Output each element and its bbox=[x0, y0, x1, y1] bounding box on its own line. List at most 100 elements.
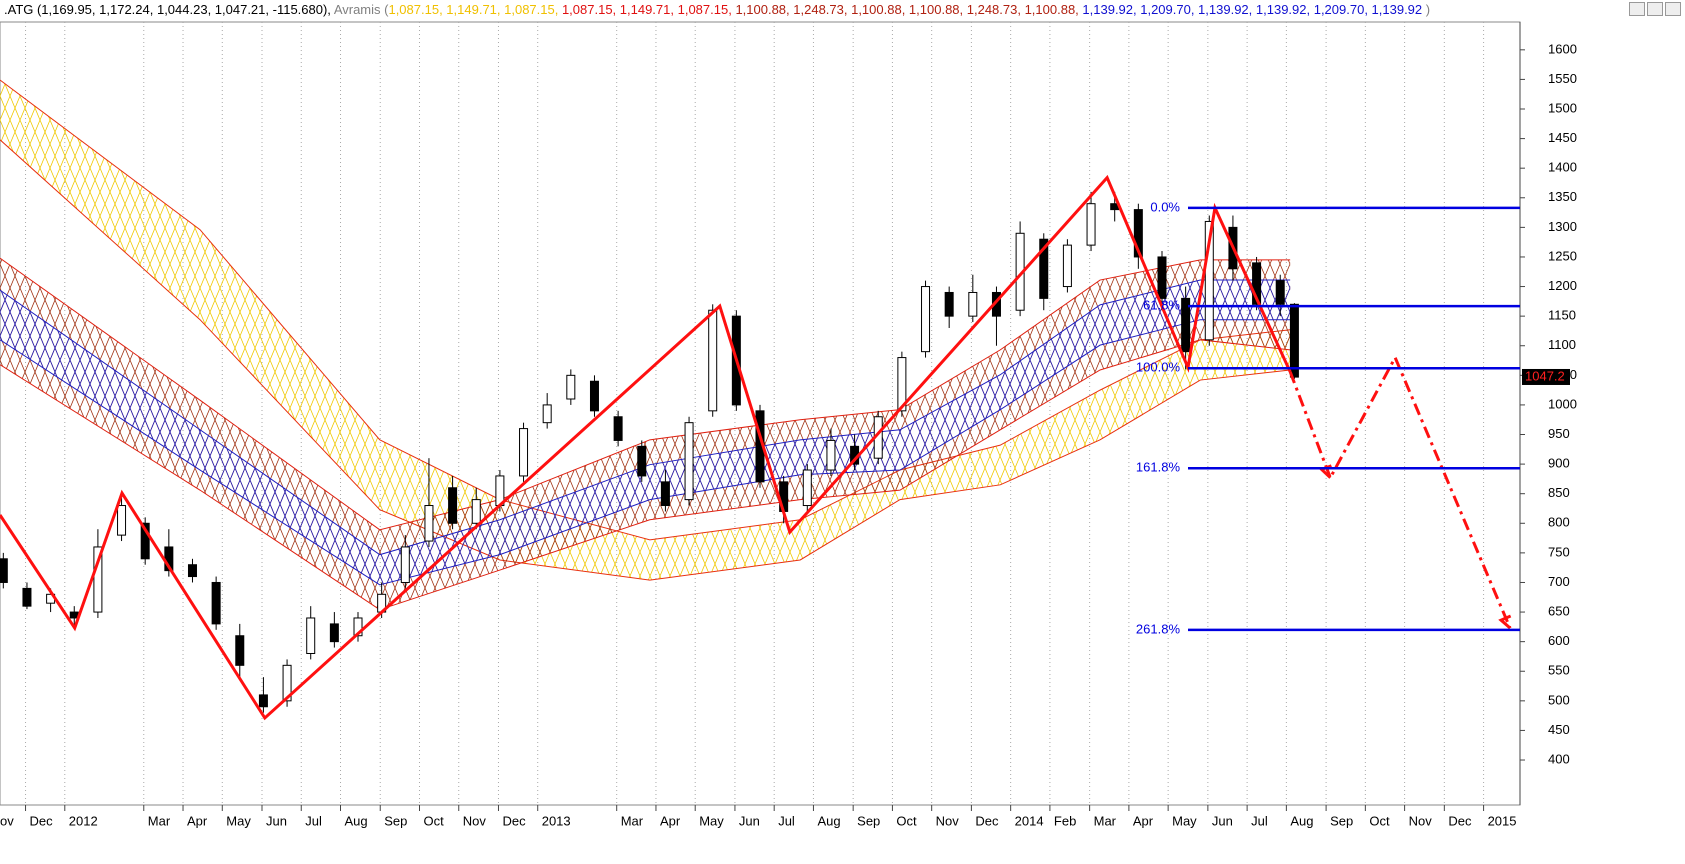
candle-body bbox=[542, 404, 552, 424]
y-tick-label: 900 bbox=[1548, 456, 1570, 471]
candle-body bbox=[1133, 209, 1143, 258]
y-tick-label: 1350 bbox=[1548, 189, 1577, 204]
y-tick-label: 1550 bbox=[1548, 71, 1577, 86]
y-tick-label: 1000 bbox=[1548, 396, 1577, 411]
x-tick-label: Sep bbox=[384, 813, 407, 828]
candle-body bbox=[0, 558, 8, 583]
candle-body bbox=[258, 694, 268, 708]
fib-label: 261.8% bbox=[1136, 621, 1181, 636]
band-line bbox=[0, 319, 1291, 586]
candle-body bbox=[944, 291, 954, 317]
band-line bbox=[0, 139, 1291, 581]
x-tick-label: Apr bbox=[187, 813, 208, 828]
y-tick-label: 400 bbox=[1548, 751, 1570, 766]
x-tick-label: 2015 bbox=[1488, 813, 1517, 828]
candle-body bbox=[708, 309, 718, 412]
candle-body bbox=[353, 617, 363, 637]
zigzag-line bbox=[0, 174, 1292, 721]
x-tick-label: 2012 bbox=[69, 813, 98, 828]
candle-body bbox=[613, 416, 623, 441]
window-buttons bbox=[1627, 2, 1681, 21]
fib-label: 0.0% bbox=[1150, 199, 1180, 214]
candle-body bbox=[1062, 244, 1072, 288]
x-tick-label: Mar bbox=[148, 813, 171, 828]
candle-body bbox=[140, 522, 150, 560]
x-tick-label: Apr bbox=[1133, 813, 1154, 828]
candle-body bbox=[93, 546, 103, 613]
close[interactable] bbox=[1665, 2, 1681, 16]
candle-body bbox=[802, 469, 812, 507]
y-tick-label: 650 bbox=[1548, 603, 1570, 618]
y-tick-label: 1500 bbox=[1548, 100, 1577, 115]
y-tick-label: 500 bbox=[1548, 692, 1570, 707]
x-tick-label: Aug bbox=[1290, 813, 1313, 828]
candle-body bbox=[1275, 280, 1285, 305]
x-tick-label: Jun bbox=[266, 813, 287, 828]
y-tick-label: 1100 bbox=[1548, 337, 1576, 352]
x-tick-label: Sep bbox=[857, 813, 880, 828]
minimize[interactable] bbox=[1629, 2, 1645, 16]
y-tick-label: 1450 bbox=[1548, 130, 1577, 145]
y-tick-label: 450 bbox=[1548, 722, 1570, 737]
candle-body bbox=[329, 623, 339, 643]
x-tick-label: Feb bbox=[1054, 813, 1076, 828]
header-text: Avramis ( bbox=[333, 2, 389, 17]
candle-body bbox=[1204, 220, 1214, 341]
band-line bbox=[0, 279, 1291, 556]
y-tick-label: 700 bbox=[1548, 574, 1570, 589]
candle-body bbox=[897, 357, 907, 412]
candle-body bbox=[282, 664, 292, 702]
maximize[interactable] bbox=[1647, 2, 1663, 16]
y-tick-label: 800 bbox=[1548, 515, 1570, 530]
x-tick-label: Dec bbox=[30, 813, 54, 828]
header-text: 1,100.88, 1,248.73, 1,100.88, 1,100.88, … bbox=[735, 2, 1083, 17]
x-tick-label: Dec bbox=[1448, 813, 1472, 828]
header-text: 1,087.15, 1,149.71, 1,087.15, bbox=[388, 2, 562, 17]
header-text: ) bbox=[1422, 2, 1431, 17]
y-tick-label: 600 bbox=[1548, 633, 1570, 648]
x-tick-label: Nov bbox=[936, 813, 960, 828]
fib-label: 61.8% bbox=[1143, 298, 1180, 313]
candle-body bbox=[684, 422, 694, 501]
band-line bbox=[0, 339, 1291, 611]
x-tick-label: Dec bbox=[502, 813, 526, 828]
x-tick-label: Jul bbox=[305, 813, 322, 828]
candle-body bbox=[566, 374, 576, 400]
candle-body bbox=[660, 481, 670, 507]
band-fill bbox=[0, 280, 1291, 585]
candle-body bbox=[400, 546, 410, 583]
y-tick-label: 550 bbox=[1548, 663, 1570, 678]
candle-body bbox=[1289, 303, 1299, 378]
x-tick-label: May bbox=[699, 813, 724, 828]
fib-label: 161.8% bbox=[1136, 460, 1181, 475]
x-tick-label: Jun bbox=[1212, 813, 1233, 828]
x-tick-label: 2014 bbox=[1015, 813, 1044, 828]
x-tick-label: Aug bbox=[817, 813, 840, 828]
x-tick-label: Jul bbox=[778, 813, 795, 828]
x-tick-label: Apr bbox=[660, 813, 681, 828]
candle-body bbox=[637, 445, 647, 477]
candle-body bbox=[471, 499, 481, 524]
price-tag bbox=[1522, 368, 1570, 385]
candle-body bbox=[826, 439, 836, 471]
candle-body bbox=[424, 505, 434, 542]
zigzag-line bbox=[1288, 354, 1512, 629]
x-tick-label: Nov bbox=[463, 813, 487, 828]
y-tick-label: 1200 bbox=[1548, 278, 1577, 293]
header: .ATG (1,169.95, 1,172.24, 1,044.23, 1,04… bbox=[0, 0, 1685, 20]
candle-body bbox=[1086, 203, 1096, 246]
x-tick-label: Mar bbox=[1094, 813, 1117, 828]
arrow-head bbox=[1498, 614, 1512, 630]
y-tick-label: 1150 bbox=[1548, 308, 1576, 323]
x-tick-label: Oct bbox=[1369, 813, 1390, 828]
header-text: 1,139.92, 1,209.70, 1,139.92, 1,139.92, … bbox=[1082, 2, 1423, 17]
candle-body bbox=[448, 487, 458, 524]
x-tick-label: Oct bbox=[423, 813, 444, 828]
y-tick-label: 1250 bbox=[1548, 248, 1577, 263]
band-fill bbox=[0, 80, 1291, 581]
x-tick-label: Jul bbox=[1251, 813, 1268, 828]
x-tick-label: Dec bbox=[975, 813, 999, 828]
x-tick-label: 2013 bbox=[542, 813, 571, 828]
y-tick-label: 950 bbox=[1548, 426, 1570, 441]
y-tick-label: 1600 bbox=[1548, 41, 1577, 56]
